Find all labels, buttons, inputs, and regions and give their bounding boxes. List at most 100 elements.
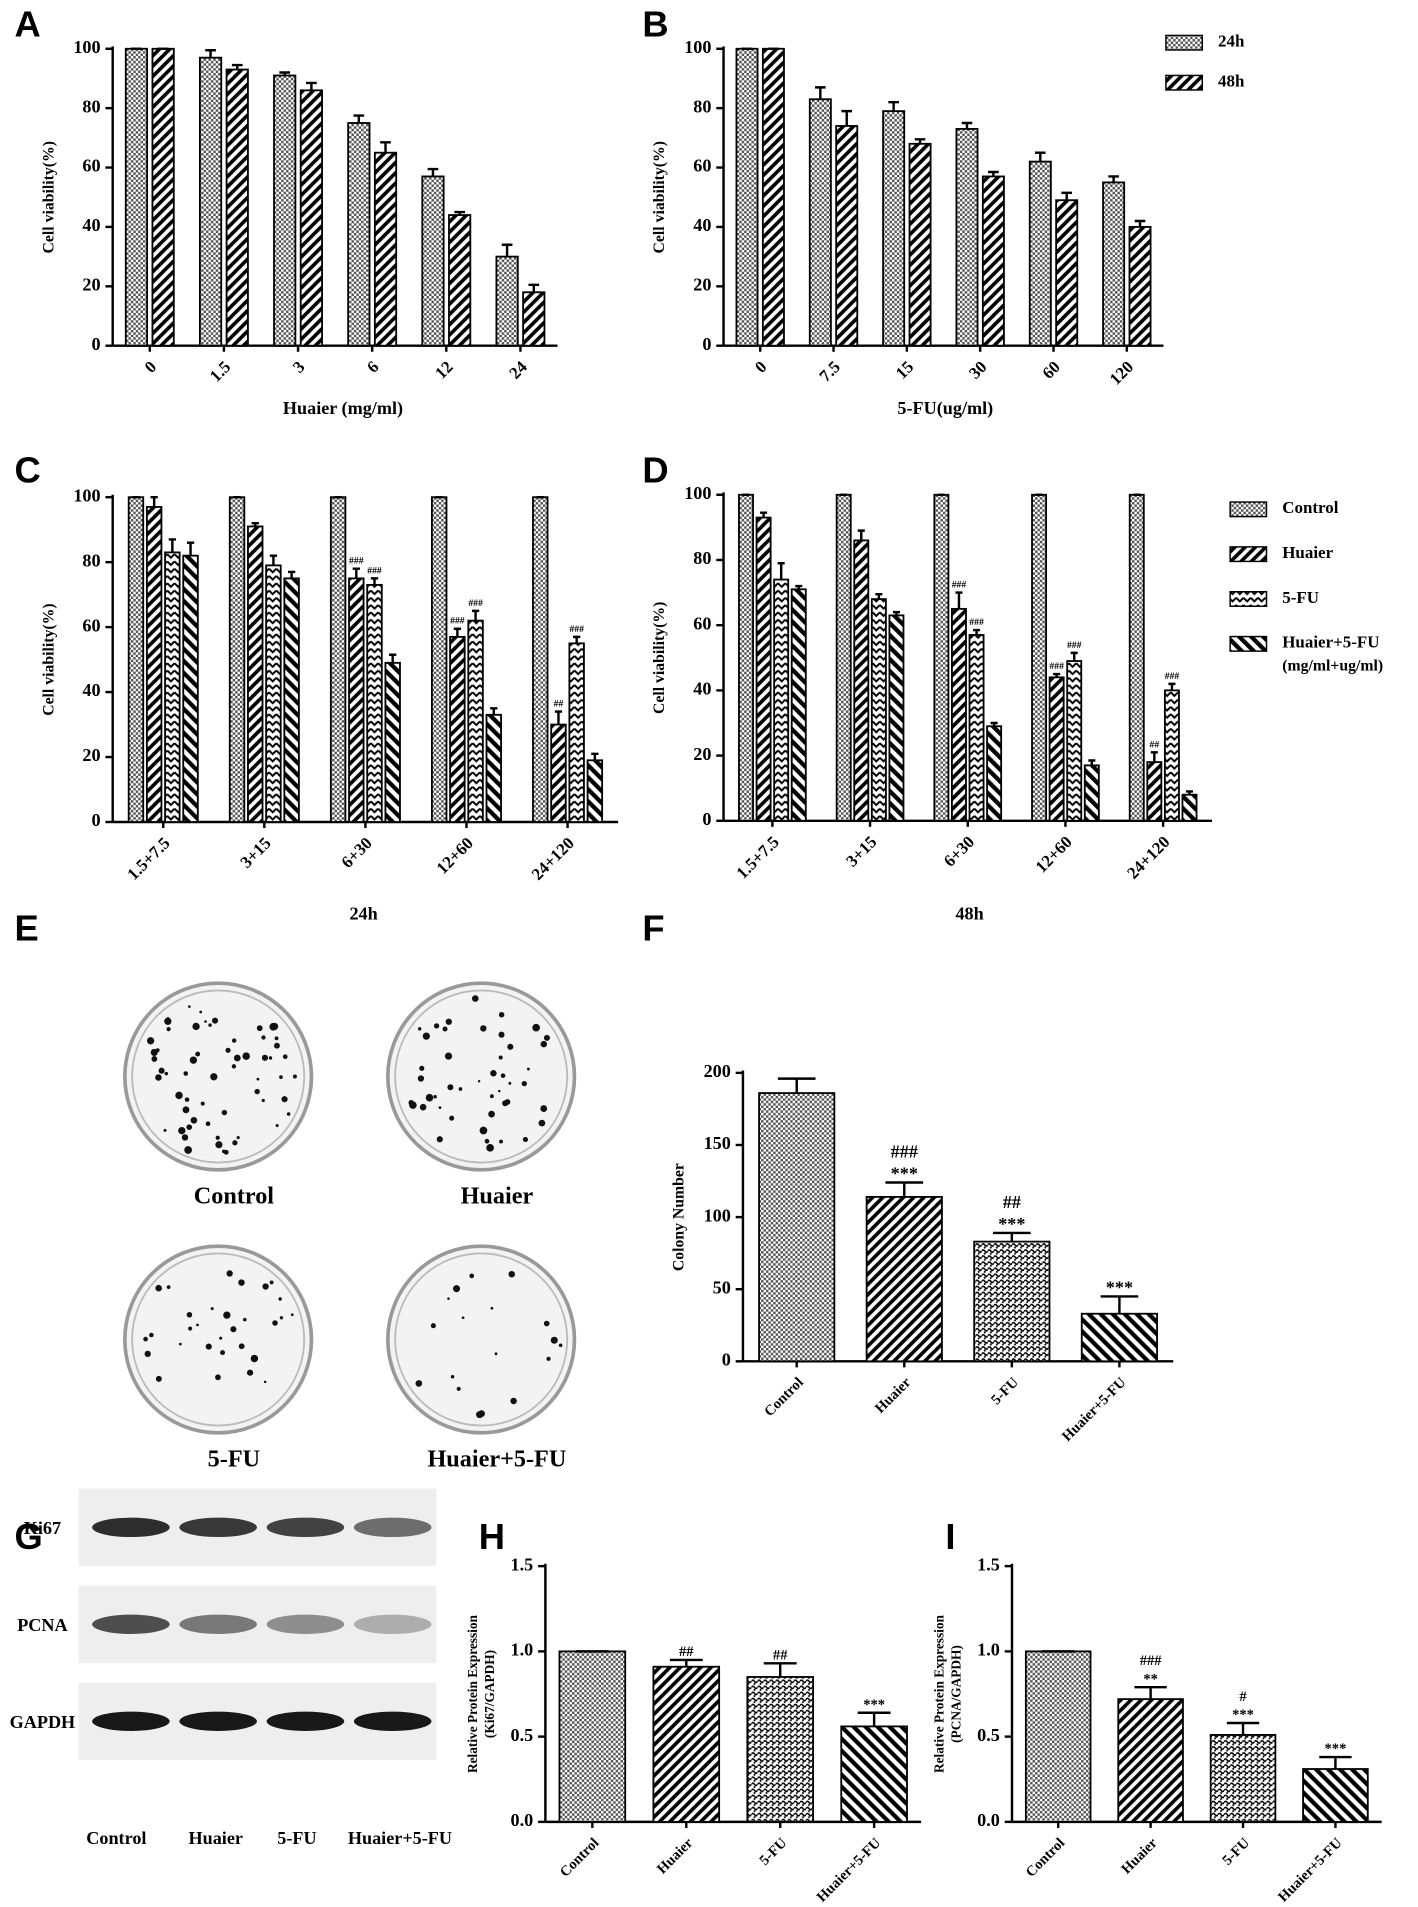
- error-bar: [454, 210, 465, 216]
- colony: [250, 1354, 259, 1363]
- colony: [188, 1326, 193, 1331]
- plate-label: 5-FU: [208, 1445, 260, 1472]
- error-bar: [1150, 751, 1158, 763]
- colony: [425, 1093, 434, 1102]
- colony: [151, 1056, 158, 1062]
- bar: [1302, 1768, 1369, 1823]
- colony: [286, 1112, 291, 1116]
- colony: [223, 1311, 231, 1319]
- x-tick-label: 12+60: [1032, 832, 1076, 876]
- annotation: ***: [1106, 1277, 1133, 1297]
- colony: [447, 1297, 450, 1300]
- bar: [973, 1240, 1051, 1363]
- y-axis-label: Relative Protein Expression: [465, 1614, 480, 1773]
- colony: [417, 1027, 422, 1031]
- colony: [430, 1323, 436, 1329]
- colony: [205, 1121, 211, 1127]
- panel-letter: H: [479, 1516, 505, 1557]
- annotation: ###: [1049, 661, 1064, 672]
- colony: [166, 1027, 171, 1032]
- error-bar: [841, 109, 853, 126]
- bar: [1117, 1698, 1184, 1823]
- x-tick-label: Huaier+5-FU: [814, 1835, 885, 1906]
- colony: [543, 1034, 550, 1041]
- plate-rim: [131, 1252, 306, 1427]
- bar: [1128, 493, 1145, 822]
- error-bar: [885, 1181, 924, 1197]
- y-tick-label: 60: [82, 156, 100, 176]
- bar: [164, 551, 181, 823]
- error-bar: [993, 1231, 1031, 1242]
- bar: [1181, 793, 1198, 822]
- colony: [215, 1141, 223, 1149]
- x-tick-label: Huaier+5-FU: [1275, 1835, 1346, 1906]
- legend-label: Huaier+5-FU: [1282, 633, 1379, 652]
- colony: [290, 1313, 294, 1317]
- error-bar: [669, 1658, 703, 1667]
- y-axis-label: Cell viability(%): [651, 141, 668, 253]
- colony: [419, 1103, 427, 1111]
- colony: [208, 1023, 212, 1027]
- y-tick-label: 150: [704, 1133, 731, 1153]
- colony: [452, 1285, 461, 1293]
- colony: [188, 1005, 191, 1008]
- legend-label: 24h: [1218, 32, 1245, 51]
- legend-label: 48h: [1218, 72, 1245, 91]
- y-tick-label: 80: [82, 550, 100, 570]
- colony: [272, 1320, 278, 1326]
- bar: [986, 725, 1003, 822]
- colony: [190, 1116, 198, 1124]
- error-bar: [1053, 672, 1061, 678]
- bar: [283, 577, 300, 823]
- annotation: ##: [679, 1644, 694, 1660]
- y-tick-label: 0.0: [977, 1810, 1000, 1830]
- error-bar: [168, 538, 176, 553]
- colony: [540, 1105, 548, 1112]
- colony: [469, 1273, 475, 1279]
- bar: [182, 554, 199, 823]
- plate: [123, 981, 314, 1172]
- y-axis-label: Colony Number: [671, 1163, 688, 1271]
- error-bar: [1108, 175, 1119, 183]
- y-tick-label: 0: [92, 334, 101, 354]
- colony: [263, 1380, 267, 1384]
- band: [179, 1711, 257, 1731]
- band: [179, 1614, 257, 1635]
- colony: [256, 1025, 263, 1032]
- bar: [908, 142, 932, 347]
- error-bar: [554, 710, 563, 725]
- colony: [422, 1032, 430, 1040]
- colony: [417, 1075, 425, 1082]
- lane-label: Huaier: [188, 1828, 242, 1848]
- error-bar: [1088, 759, 1096, 766]
- bar: [449, 635, 466, 823]
- colony: [436, 1136, 443, 1143]
- error-bar: [389, 653, 397, 663]
- bar: [1055, 199, 1079, 347]
- annotation: ###: [1165, 671, 1180, 682]
- bar: [558, 1650, 627, 1823]
- colony: [143, 1336, 148, 1342]
- bar: [532, 496, 549, 823]
- error-bar: [1134, 219, 1146, 227]
- bar: [1146, 761, 1163, 822]
- x-tick-label: 6: [363, 357, 382, 376]
- bar: [735, 47, 759, 347]
- colony: [444, 1052, 453, 1060]
- x-tick-label: 24: [505, 357, 531, 383]
- annotation: ***: [998, 1214, 1025, 1234]
- bar: [865, 1196, 943, 1363]
- bar: [348, 577, 365, 823]
- colony: [540, 1040, 548, 1048]
- colony: [510, 1397, 517, 1405]
- y-tick-label: 1.5: [977, 1554, 1000, 1574]
- bar: [568, 642, 585, 823]
- y-tick-label: 100: [704, 1205, 731, 1225]
- annotation: ###: [891, 1142, 918, 1162]
- y-tick-label: 0: [92, 810, 101, 830]
- colony: [445, 1018, 452, 1025]
- annotation: ***: [1232, 1707, 1254, 1723]
- colony: [479, 1126, 488, 1135]
- plate-label: Huaier: [461, 1182, 534, 1209]
- annotation: **: [1143, 1671, 1158, 1687]
